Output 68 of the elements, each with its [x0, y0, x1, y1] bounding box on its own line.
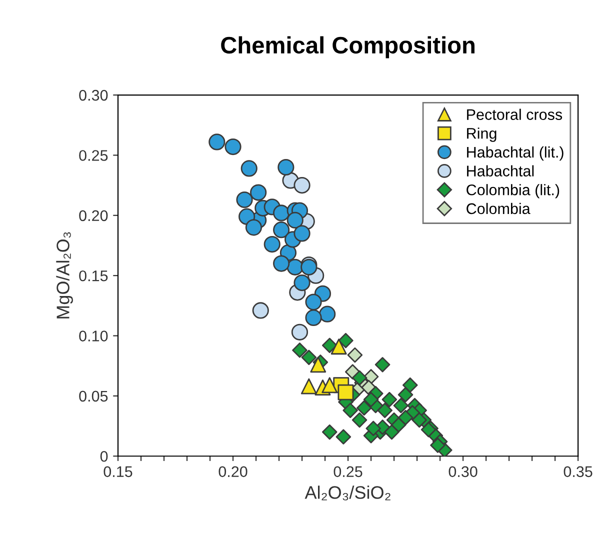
point [291, 324, 308, 340]
point [393, 398, 409, 414]
legend-label: Habachtal (lit.) [467, 146, 564, 161]
point [300, 378, 317, 394]
x-tick-label: 0.35 [564, 466, 592, 478]
x-tick-label: 0.15 [104, 466, 132, 478]
point [245, 219, 262, 236]
point [342, 402, 358, 418]
point [363, 392, 379, 408]
point [322, 377, 338, 394]
point [224, 138, 242, 156]
y-tick-label: 0.10 [79, 330, 108, 342]
point [356, 400, 372, 416]
point [322, 338, 338, 354]
point [430, 438, 446, 453]
x-tick-label: 0.20 [218, 466, 248, 478]
point [338, 384, 354, 400]
point [236, 191, 253, 208]
legend-label: Ring [467, 128, 496, 142]
point [366, 420, 381, 436]
y-tick-label: 0.20 [79, 210, 108, 222]
point [382, 392, 398, 408]
legend-label: Colombia (lit.) [466, 184, 560, 198]
x-tick-label: 0.30 [448, 466, 478, 478]
point [294, 176, 310, 194]
point [208, 134, 226, 150]
chart-title: Chemical Composition [221, 36, 474, 58]
y-tick-label: 0.30 [79, 90, 108, 101]
point [319, 306, 336, 322]
y-axis-title: MgO/Al₂O₃ [56, 232, 73, 318]
point [336, 429, 352, 444]
x-tick-label: 0.25 [334, 466, 362, 478]
point [278, 158, 294, 176]
point [374, 357, 390, 372]
x-axis-title: Al₂O₃/SiO₂ [304, 486, 390, 500]
legend-label: Pectoral cross [467, 108, 562, 120]
legend-label: Habachtal [467, 165, 534, 176]
y-tick-label: 0.05 [79, 390, 108, 402]
point [305, 294, 322, 310]
point [330, 338, 347, 355]
point [240, 160, 258, 177]
legend-label: Colombia [466, 202, 530, 214]
point [301, 350, 317, 366]
point [292, 342, 308, 358]
point [294, 225, 310, 242]
y-tick-label: 0 [100, 450, 108, 462]
point [398, 387, 414, 402]
point [305, 309, 322, 326]
point [310, 356, 326, 373]
point [273, 204, 290, 222]
point [273, 222, 290, 238]
point [338, 332, 354, 348]
point [273, 255, 290, 272]
point [402, 377, 418, 393]
point [286, 212, 304, 229]
point [322, 424, 338, 440]
y-tick-label: 0.25 [79, 150, 108, 161]
point [294, 274, 310, 292]
point [347, 347, 363, 363]
point [412, 412, 427, 428]
point [398, 410, 414, 426]
point [352, 412, 368, 428]
point [252, 302, 269, 319]
point [352, 370, 368, 386]
point [384, 424, 400, 440]
y-tick-label: 0.15 [79, 270, 108, 282]
point [264, 236, 280, 253]
point [250, 184, 267, 201]
